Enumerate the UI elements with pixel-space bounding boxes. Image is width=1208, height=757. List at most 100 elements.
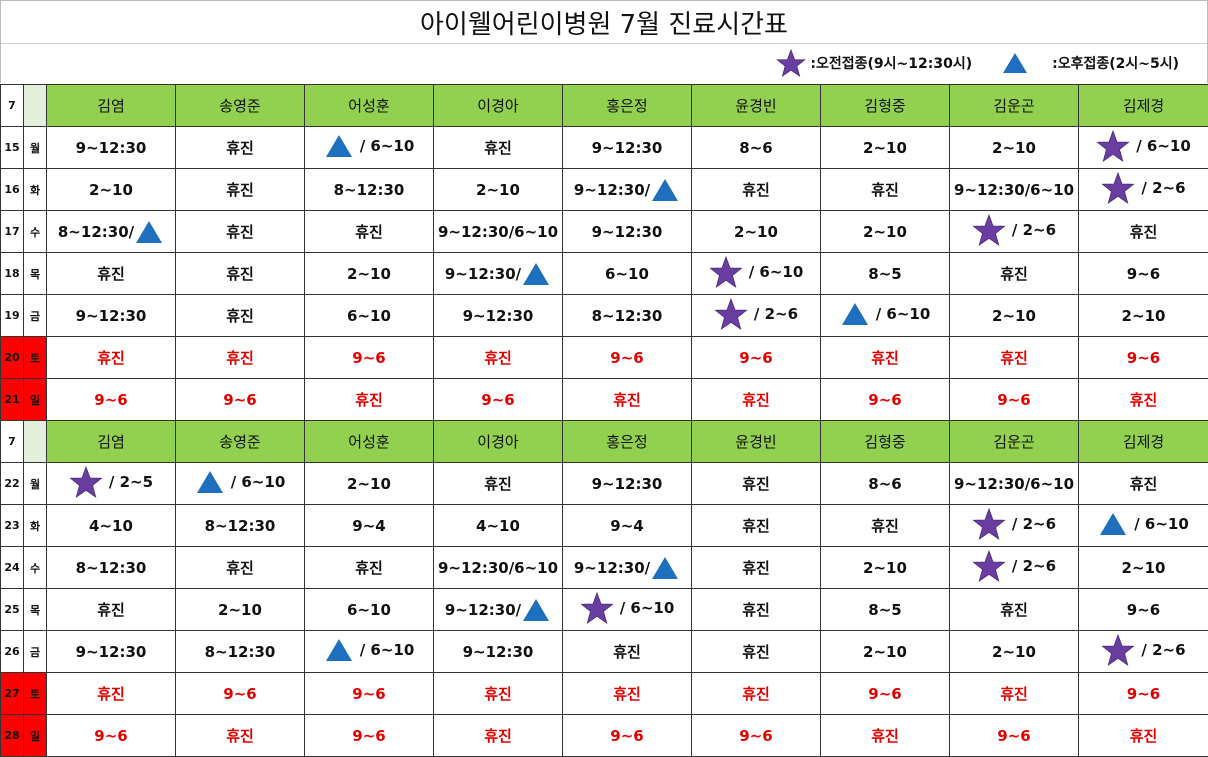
schedule-cell: 휴진 <box>820 504 950 547</box>
schedule-cell: 2~10 <box>1078 294 1208 337</box>
schedule-cell: / 6~10 <box>304 126 434 169</box>
schedule-hours: 9~6 <box>352 348 386 367</box>
triangle-icon <box>325 134 352 157</box>
schedule-hours: 9~12:30/ <box>444 600 522 619</box>
day-number: 24 <box>0 546 24 589</box>
month-cell: 7 <box>0 420 24 463</box>
schedule-cell: / 6~10 <box>691 252 821 295</box>
schedule-hours: 2~10 <box>347 264 391 283</box>
schedule-hours: 휴진 <box>355 223 383 241</box>
schedule-cell: 휴진 <box>433 126 563 169</box>
schedule-cell: 9~6 <box>949 714 1079 757</box>
schedule-hours: 9~6 <box>223 684 257 703</box>
schedule-hours: 9~12:30 <box>591 474 663 493</box>
schedule-cell: 휴진 <box>175 252 305 295</box>
schedule-hours: 2~10 <box>992 642 1036 661</box>
schedule-hours: 9~12:30 <box>591 222 663 241</box>
doctor-name: 김형중 <box>820 420 950 463</box>
schedule-cell: 휴진 <box>691 546 821 589</box>
schedule-cell: 휴진 <box>562 672 692 715</box>
schedule-cell: 휴진 <box>691 504 821 547</box>
schedule-cell: 휴진 <box>562 630 692 673</box>
star-icon <box>580 591 614 624</box>
schedule-cell: 휴진 <box>304 210 434 253</box>
schedule-cell: 8~12:30 <box>304 168 434 211</box>
month-cell: 7 <box>0 84 24 127</box>
schedule-cell: 8~12:30 <box>175 630 305 673</box>
schedule-cell: 휴진 <box>175 168 305 211</box>
schedule-cell: 9~6 <box>46 714 176 757</box>
day-row: 16 화 2~10 휴진 8~12:30 2~10 9~12:30/휴진 휴진 9~12:30/… <box>0 168 1208 211</box>
star-icon <box>972 213 1006 246</box>
page-title: 아이웰어린이병원 7월 진료시간표 <box>0 0 1208 44</box>
schedule-hours: 9~12:30 <box>75 306 147 325</box>
legend-triangle: :오후접종(2시~5시) <box>1000 50 1179 76</box>
schedule-hours: 9~6 <box>739 348 773 367</box>
schedule-hours: 휴진 <box>226 727 254 745</box>
schedule-hours: 8~12:30 <box>591 306 663 325</box>
triangle-icon <box>196 470 223 493</box>
day-number: 27 <box>0 672 24 715</box>
day-of-week: 목 <box>23 252 47 295</box>
schedule-cell: 휴진 <box>562 378 692 421</box>
day-number: 25 <box>0 588 24 631</box>
star-icon <box>709 255 743 288</box>
schedule-hours: 2~10 <box>863 558 907 577</box>
doctor-name: 김염 <box>46 84 176 127</box>
schedule-cell: 2~10 <box>304 252 434 295</box>
schedule-cell: 9~6 <box>1078 252 1208 295</box>
triangle-icon <box>652 556 679 579</box>
schedule-cell: 2~10 <box>175 588 305 631</box>
schedule-hours: / 2~6 <box>1141 178 1186 197</box>
star-icon <box>1101 171 1136 204</box>
schedule-hours: 9~6 <box>868 390 902 409</box>
schedule-hours: 9~12:30/6~10 <box>953 474 1075 493</box>
schedule-cell: 휴진 <box>175 126 305 169</box>
schedule-cell: 휴진 <box>304 546 434 589</box>
schedule-cell: 9~6 <box>46 378 176 421</box>
schedule-hours: 휴진 <box>871 181 899 199</box>
schedule-cell: 2~10 <box>949 294 1079 337</box>
day-number: 20 <box>0 336 24 379</box>
schedule-hours: 8~5 <box>868 600 902 619</box>
schedule-hours: 9~4 <box>352 516 386 535</box>
schedule-cell: 9~6 <box>820 672 950 715</box>
day-number: 19 <box>0 294 24 337</box>
schedule-hours: 8~6 <box>868 474 902 493</box>
schedule-hours: / 6~10 <box>748 262 804 281</box>
day-row: 15 월 9~12:30 휴진 / 6~10 휴진 9~12:30 8~6 2~10 2~10 /… <box>0 126 1208 169</box>
schedule-hours: 2~10 <box>863 642 907 661</box>
day-row: 19 금 9~12:30 휴진 6~10 9~12:30 8~12:30 / 2~6 / 6~1… <box>0 294 1208 337</box>
schedule-cell: / 6~10 <box>820 294 950 337</box>
doctor-name: 홍은정 <box>562 84 692 127</box>
schedule-cell: 2~10 <box>820 126 950 169</box>
schedule-hours: 6~10 <box>347 306 391 325</box>
schedule-cell: 휴진 <box>175 336 305 379</box>
schedule-cell: 9~12:30 <box>562 462 692 505</box>
day-of-week: 수 <box>23 210 47 253</box>
schedule-hours: 휴진 <box>742 601 770 619</box>
day-number: 22 <box>0 462 24 505</box>
schedule-cell: 휴진 <box>949 336 1079 379</box>
schedule-cell: 9~12:30/ <box>433 252 563 295</box>
doctor-name: 김형중 <box>820 84 950 127</box>
schedule-hours: 2~10 <box>734 222 778 241</box>
legend: :오전접종(9시~12:30시) :오후접종(2시~5시) <box>0 43 1208 83</box>
schedule-hours: 휴진 <box>1129 475 1158 493</box>
schedule-cell: 9~6 <box>304 714 434 757</box>
schedule-cell: 9~12:30/6~10 <box>949 168 1079 211</box>
schedule-cell: / 2~6 <box>949 210 1079 253</box>
schedule-hours: 휴진 <box>226 559 254 577</box>
schedule-hours: 9~12:30/ <box>573 558 651 577</box>
star-icon <box>714 297 748 330</box>
schedule-cell: 휴진 <box>691 378 821 421</box>
schedule-hours: 휴진 <box>1129 223 1158 241</box>
legend-triangle-label: :오후접종(2시~5시) <box>1052 56 1179 72</box>
schedule-cell: 휴진 <box>433 714 563 757</box>
schedule-hours: 8~12:30 <box>204 642 276 661</box>
schedule-hours: 9~6 <box>481 390 515 409</box>
schedule-hours: 9~6 <box>610 726 644 745</box>
schedule-hours: 휴진 <box>355 391 383 409</box>
schedule-cell: 휴진 <box>820 336 950 379</box>
star-icon <box>972 507 1006 540</box>
